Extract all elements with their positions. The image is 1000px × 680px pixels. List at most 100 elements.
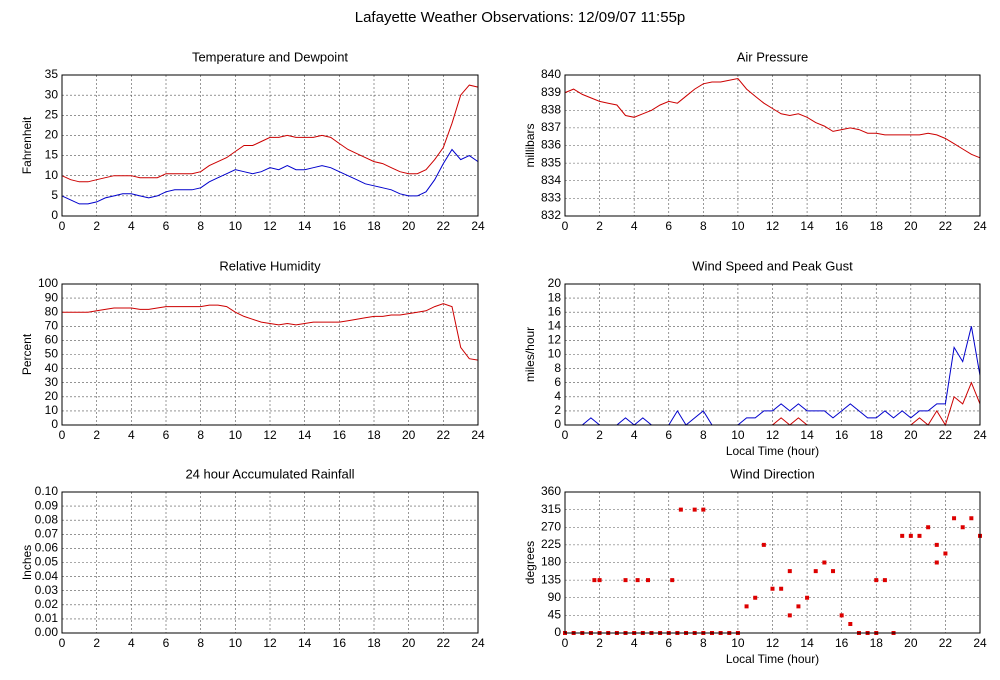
chart-title: Wind Speed and Peak Gust xyxy=(692,258,853,273)
y-tick-label: 20 xyxy=(45,389,59,403)
data-point xyxy=(692,507,697,512)
y-tick-label: 0.00 xyxy=(35,625,59,639)
data-point xyxy=(822,560,827,565)
y-tick-label: 45 xyxy=(548,608,562,622)
y-tick-label: 0.02 xyxy=(35,597,59,611)
x-tick-label: 14 xyxy=(298,636,312,650)
data-point xyxy=(882,578,887,583)
x-tick-label: 20 xyxy=(904,636,918,650)
x-tick-label: 0 xyxy=(562,219,569,233)
y-tick-label: 90 xyxy=(45,290,59,304)
x-tick-label: 12 xyxy=(263,219,277,233)
y-tick-label: 10 xyxy=(548,347,562,361)
x-tick-label: 6 xyxy=(163,219,170,233)
y-tick-label: 0.06 xyxy=(35,541,59,555)
y-tick-label: 835 xyxy=(541,155,561,169)
x-tick-label: 10 xyxy=(731,636,745,650)
x-tick-label: 18 xyxy=(367,219,381,233)
y-tick-label: 10 xyxy=(45,403,59,417)
chart-title: Air Pressure xyxy=(737,49,809,64)
x-tick-label: 10 xyxy=(229,219,243,233)
data-line xyxy=(61,148,479,205)
x-tick-label: 0 xyxy=(59,636,66,650)
data-point xyxy=(761,542,766,547)
data-point xyxy=(943,551,948,556)
y-axis-label: miles/hour xyxy=(523,327,537,382)
x-tick-label: 22 xyxy=(939,636,953,650)
data-point xyxy=(753,595,758,600)
x-tick-label: 2 xyxy=(596,636,603,650)
x-tick-label: 4 xyxy=(128,636,135,650)
x-tick-label: 10 xyxy=(229,428,243,442)
plot-frame xyxy=(564,74,981,217)
y-tick-label: 20 xyxy=(45,128,59,142)
x-tick-label: 16 xyxy=(333,428,347,442)
x-tick-label: 8 xyxy=(197,219,204,233)
data-point xyxy=(779,586,784,591)
x-tick-label: 8 xyxy=(197,428,204,442)
y-tick-label: 840 xyxy=(541,67,561,81)
y-tick-label: 6 xyxy=(554,375,561,389)
x-tick-label: 0 xyxy=(59,428,66,442)
data-point xyxy=(635,578,640,583)
x-tick-label: 6 xyxy=(665,636,672,650)
data-point xyxy=(787,569,792,574)
y-tick-label: 2 xyxy=(554,403,561,417)
x-tick-label: 0 xyxy=(59,219,66,233)
y-tick-label: 5 xyxy=(51,188,58,202)
x-tick-label: 6 xyxy=(163,428,170,442)
data-line xyxy=(62,303,479,361)
x-tick-label: 20 xyxy=(402,636,416,650)
x-tick-label: 20 xyxy=(402,219,416,233)
y-tick-label: 0.05 xyxy=(35,555,59,569)
y-tick-label: 837 xyxy=(541,120,561,134)
y-tick-label: 60 xyxy=(45,333,59,347)
data-point xyxy=(952,516,957,521)
y-tick-label: 0.10 xyxy=(35,484,59,498)
data-point xyxy=(839,613,844,618)
x-tick-label: 2 xyxy=(93,636,100,650)
y-axis-label: degrees xyxy=(523,541,537,584)
y-tick-label: 14 xyxy=(548,318,562,332)
y-tick-label: 836 xyxy=(541,138,561,152)
y-tick-label: 35 xyxy=(45,67,59,81)
chart-title: Relative Humidity xyxy=(219,258,321,273)
x-tick-label: 22 xyxy=(437,636,451,650)
y-tick-label: 30 xyxy=(45,87,59,101)
y-tick-label: 0.01 xyxy=(35,611,59,625)
y-tick-label: 315 xyxy=(541,502,561,516)
y-tick-label: 0.08 xyxy=(35,512,59,526)
y-axis-label: Fahrenheit xyxy=(20,116,34,174)
y-tick-label: 50 xyxy=(45,347,59,361)
data-point xyxy=(770,586,775,591)
x-tick-label: 10 xyxy=(731,219,745,233)
plot-frame xyxy=(564,283,981,426)
x-tick-label: 2 xyxy=(93,219,100,233)
data-point xyxy=(744,604,749,609)
y-tick-label: 90 xyxy=(548,590,562,604)
data-point xyxy=(597,578,602,583)
data-line xyxy=(564,77,981,159)
x-tick-label: 14 xyxy=(298,428,312,442)
data-line xyxy=(61,84,479,183)
x-tick-label: 4 xyxy=(128,219,135,233)
data-point xyxy=(701,507,706,512)
y-tick-label: 0 xyxy=(554,417,561,431)
plot-frame xyxy=(564,491,981,634)
x-tick-label: 22 xyxy=(437,428,451,442)
y-axis-label: Inches xyxy=(20,545,34,580)
x-tick-label: 20 xyxy=(402,428,416,442)
y-tick-label: 225 xyxy=(541,537,561,551)
x-tick-label: 14 xyxy=(800,219,814,233)
x-tick-label: 24 xyxy=(973,219,987,233)
y-tick-label: 20 xyxy=(548,276,562,290)
x-tick-label: 2 xyxy=(596,428,603,442)
x-tick-label: 24 xyxy=(973,636,987,650)
y-tick-label: 30 xyxy=(45,375,59,389)
x-tick-label: 4 xyxy=(631,219,638,233)
data-point xyxy=(934,542,939,547)
x-tick-label: 18 xyxy=(870,636,884,650)
y-tick-label: 4 xyxy=(554,389,561,403)
x-tick-label: 24 xyxy=(471,219,485,233)
x-tick-label: 18 xyxy=(870,219,884,233)
